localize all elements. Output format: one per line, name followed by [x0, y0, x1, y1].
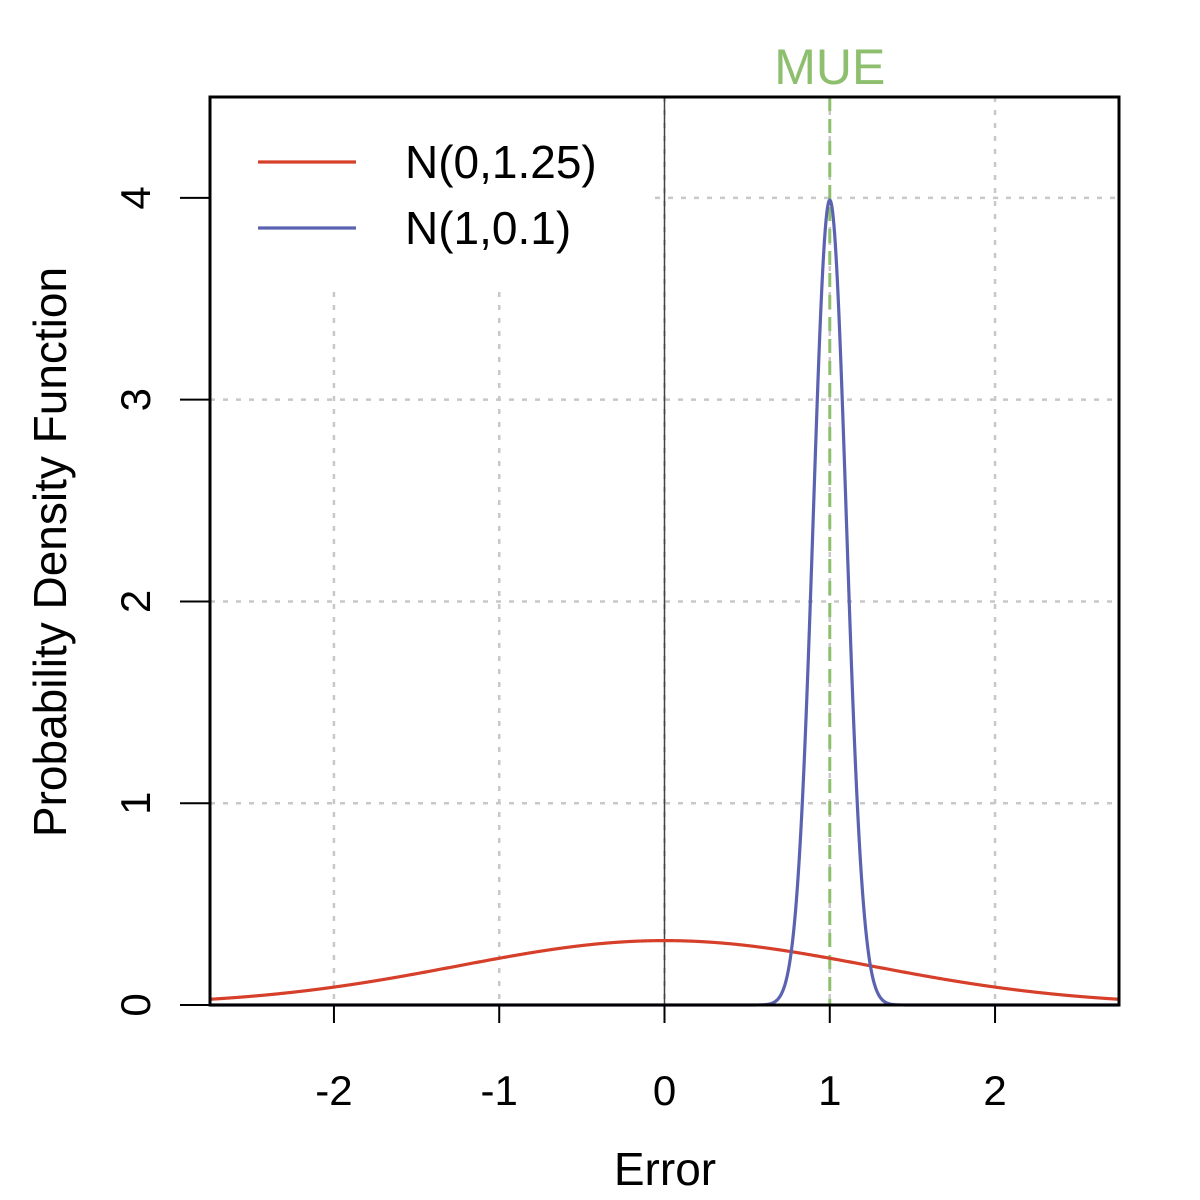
mue-label: MUE — [774, 39, 885, 95]
legend-label: N(0,1.25) — [405, 136, 597, 188]
y-tick-label: 4 — [112, 186, 159, 209]
y-tick-label: 2 — [112, 590, 159, 613]
legend: N(0,1.25) N(1,0.1) — [258, 136, 597, 254]
x-tick-label: 0 — [653, 1067, 676, 1114]
x-tick-label: -1 — [481, 1067, 518, 1114]
y-tick-label: 0 — [112, 993, 159, 1016]
x-tick-label: 1 — [818, 1067, 841, 1114]
x-tick-label: -2 — [315, 1067, 352, 1114]
y-tick-label: 1 — [112, 792, 159, 815]
y-axis-title: Probability Density Function — [24, 267, 76, 837]
series-line-1 — [209, 939, 1120, 1001]
x-tick-label: 2 — [983, 1067, 1006, 1114]
y-axis: 0 1 2 3 4 — [112, 186, 210, 1017]
y-tick-label: 3 — [112, 388, 159, 411]
legend-label: N(1,0.1) — [405, 202, 571, 254]
x-axis: -2 -1 0 1 2 — [315, 1005, 1007, 1114]
x-axis-title: Error — [614, 1143, 716, 1195]
